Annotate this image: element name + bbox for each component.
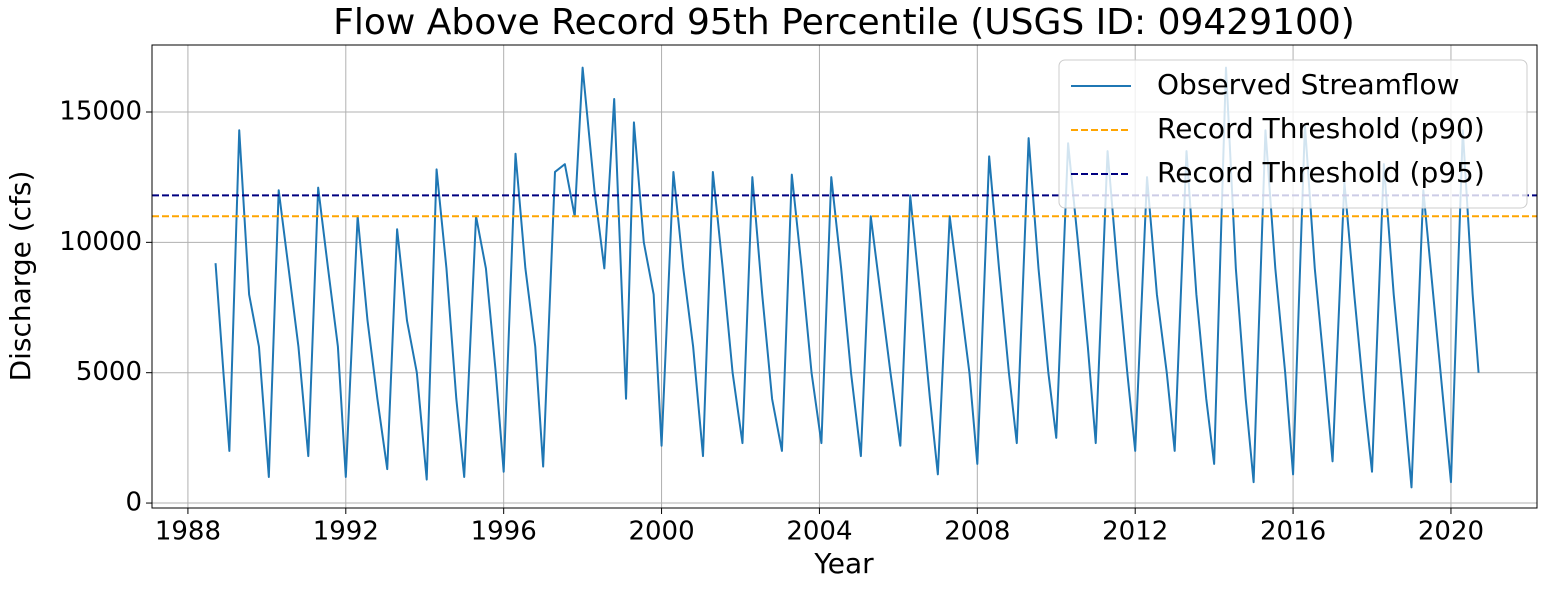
legend-label: Record Threshold (p90) xyxy=(1157,112,1485,145)
x-tick-label: 1988 xyxy=(155,517,221,547)
x-tick-label: 2004 xyxy=(786,517,852,547)
y-tick-label: 10000 xyxy=(59,227,142,257)
x-tick-label: 2020 xyxy=(1418,517,1484,547)
legend-label: Observed Streamflow xyxy=(1157,68,1460,101)
legend-label: Record Threshold (p95) xyxy=(1157,156,1485,189)
x-tick-label: 2016 xyxy=(1260,517,1326,547)
x-tick-label: 1996 xyxy=(471,517,537,547)
y-tick-label: 5000 xyxy=(76,357,142,387)
x-axis-label: Year xyxy=(813,547,874,580)
y-axis-label: Discharge (cfs) xyxy=(4,171,37,382)
x-tick-label: 1992 xyxy=(313,517,379,547)
legend-box xyxy=(1058,59,1528,209)
chart-title: Flow Above Record 95th Percentile (USGS … xyxy=(333,2,1355,43)
y-tick-label: 15000 xyxy=(59,96,142,126)
plot-frame xyxy=(151,44,1538,509)
x-tick-label: 2012 xyxy=(1102,517,1168,547)
x-tick-label: 2000 xyxy=(628,517,694,547)
y-tick-label: 0 xyxy=(125,488,142,518)
x-tick-label: 2008 xyxy=(944,517,1010,547)
legend: Observed Streamflow Record Threshold (p90… xyxy=(1058,59,1528,209)
